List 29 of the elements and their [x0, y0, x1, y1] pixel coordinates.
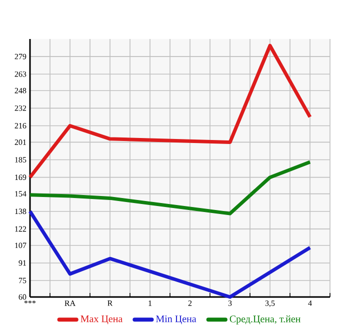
legend-label: Сред.Цена, т.йен	[230, 315, 300, 324]
x-tick-label: 1	[148, 300, 152, 306]
x-tick-label: 4	[308, 300, 312, 306]
y-tick-label: 232	[14, 105, 26, 111]
y-tick-label: 91	[18, 260, 26, 266]
y-tick-label: 263	[14, 71, 26, 77]
y-tick-label: 122	[15, 226, 26, 232]
y-tick-label: 60	[18, 294, 26, 300]
legend-label: Max Цена	[80, 316, 123, 324]
y-tick-label: 169	[15, 174, 26, 180]
line-series	[28, 44, 312, 180]
legend-label: Min Цена	[156, 316, 196, 324]
y-tick-label: 185	[15, 157, 26, 162]
y-tick-label: 138	[15, 208, 26, 214]
y-tick-label: 107	[15, 242, 26, 248]
y-tick-label: 75	[19, 278, 26, 284]
line-series	[28, 160, 312, 216]
x-tick-label: 3	[228, 300, 232, 306]
y-tick-label: 201	[14, 140, 26, 145]
x-tick-label: ***	[24, 300, 36, 304]
y-tick-label: 279	[14, 54, 26, 60]
y-tick-label: 248	[14, 88, 26, 94]
y-tick-label: 154	[15, 191, 26, 196]
x-tick-label: 3,5	[265, 300, 275, 308]
y-tick-label: 216	[14, 123, 26, 128]
x-tick-label: RA	[64, 300, 76, 306]
x-tick-label: R	[108, 300, 113, 306]
x-tick-label: 2	[188, 300, 192, 306]
line-series	[28, 210, 312, 299]
